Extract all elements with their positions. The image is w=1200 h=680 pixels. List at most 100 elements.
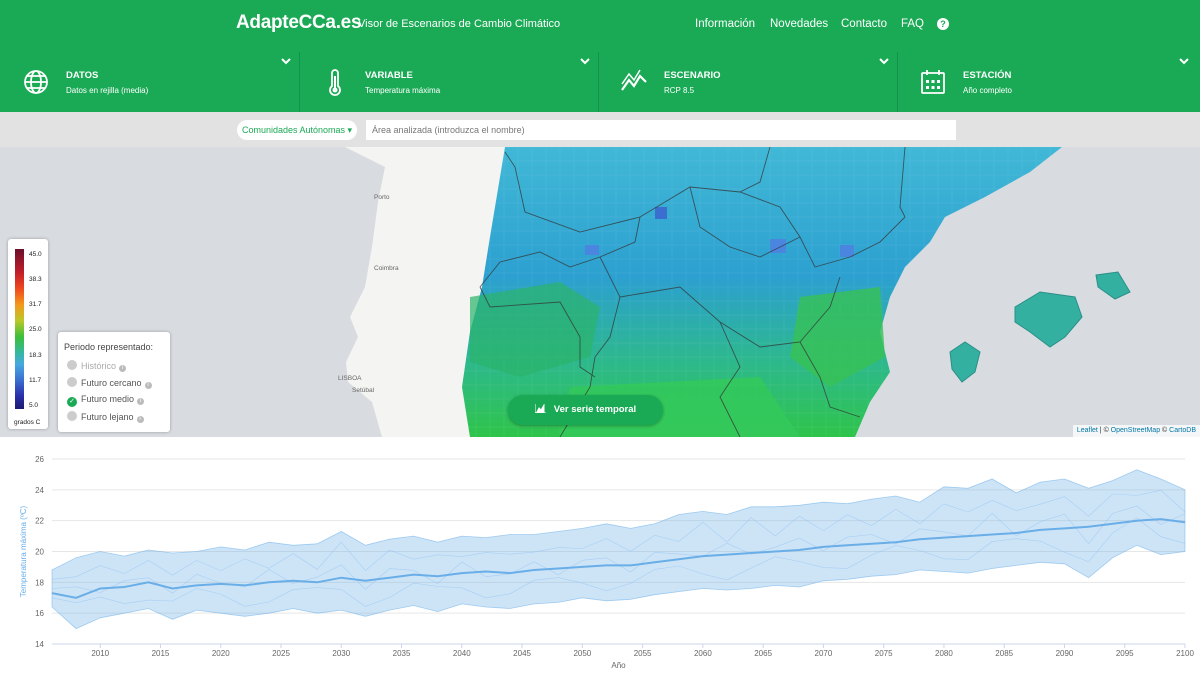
variable-label: VARIABLE [365,70,413,81]
info-icon[interactable]: i [136,416,144,423]
chevron-down-icon [879,58,889,65]
time-series-label: Ver serie temporal [553,404,637,415]
period-futuro-medio[interactable]: ✓ Futuro medio i [67,394,145,407]
attrib-sep: | © [1097,427,1111,434]
chevron-down-icon [1179,58,1189,65]
mallorca [1014,291,1083,348]
y-tick-label: 18 [35,578,44,587]
x-tick-label: 2030 [332,649,350,658]
escenario-label: ESCENARIO [664,70,721,81]
x-tick-label: 2015 [152,649,170,658]
x-tick-label: 2085 [995,649,1013,658]
y-tick-label: 26 [35,455,44,464]
period-title: Periodo representado: [64,342,154,352]
cartodb-link[interactable]: CartoDB [1169,427,1196,434]
legend-colorbar [15,249,24,409]
nav-informacion[interactable]: Información [695,18,756,30]
y-tick-label: 24 [35,486,44,495]
city-label: Porto [374,194,390,201]
ensemble-line [51,489,1186,580]
menorca [1095,271,1131,300]
ibiza [949,341,981,383]
datos-label: DATOS [66,70,99,81]
legend-unit: grados C [14,419,41,426]
time-series-chart: 14 16 18 20 22 24 26 2010 2015 2020 2025 2030 2035 20… [0,437,1200,675]
x-tick-label: 2070 [815,649,833,658]
area-search-input[interactable] [366,120,956,140]
legend-tick: 38.3 [29,276,42,283]
escenario-selector[interactable]: ESCENARIO RCP 8.5 [600,52,898,112]
portugal-landmass [345,147,520,437]
radio-icon [67,411,77,421]
ensemble-line [51,517,1186,607]
period-label: Histórico [81,361,117,371]
city-label: Setúbal [352,387,375,394]
city-label: Coimbra [374,265,399,272]
legend-tick: 11.7 [29,377,42,384]
osm-link[interactable]: OpenStreetMap [1110,427,1161,434]
nav-faq[interactable]: FAQ [901,18,925,30]
period-selector: Periodo representado: Histórico i Futuro … [58,332,170,432]
top-navbar: AdapteCCa.es Visor de Escenarios de Camb… [0,0,1200,50]
climate-map[interactable]: Porto Coimbra LISBOA Setúbal 45.0 38.3 3… [0,147,1200,437]
y-tick-label: 16 [35,609,44,618]
x-tick-label: 2025 [272,649,290,658]
period-label: Futuro lejano [81,412,134,422]
thermometer-icon [329,69,341,96]
variable-value: Temperatura máxima [365,86,441,95]
y-axis-title: Temperatura máxima (ºC) [19,505,28,597]
legend-tick: 25.0 [29,326,42,333]
x-tick-label: 2035 [393,649,411,658]
nav-contacto[interactable]: Contacto [841,18,888,30]
period-futuro-lejano[interactable]: Futuro lejano i [67,411,144,423]
radio-icon [67,377,77,387]
period-historico[interactable]: Histórico i [67,360,127,372]
city-label: LISBOA [338,375,362,382]
y-tick-label: 22 [35,517,44,526]
info-icon[interactable]: i [137,398,145,405]
nav-novedades[interactable]: Novedades [770,18,829,30]
chart-svg: 14 16 18 20 22 24 26 2010 2015 2020 2025 2030 2035 20… [19,455,1194,670]
period-label: Futuro cercano [81,378,142,388]
time-series-button[interactable]: Ver serie temporal [508,395,663,425]
x-tick-label: 2100 [1176,649,1194,658]
series-mean-line [51,518,1186,599]
x-tick-label: 2095 [1116,649,1134,658]
info-icon[interactable]: i [144,382,152,389]
brand-logo[interactable]: AdapteCCa.es [236,12,362,33]
calendar-icon [921,70,945,94]
x-tick-label: 2050 [573,649,591,658]
x-axis-title: Año [611,661,626,670]
estacion-value: Año completo [963,86,1012,95]
x-tick-label: 2060 [694,649,712,658]
period-futuro-cercano[interactable]: Futuro cercano i [67,377,152,389]
legend-tick: 18.3 [29,352,42,359]
attrib-sep: © [1160,427,1170,434]
info-icon[interactable]: i [119,365,127,372]
x-tick-label: 2080 [935,649,953,658]
estacion-label: ESTACIÓN [963,70,1012,81]
x-tick-label: 2040 [453,649,471,658]
estacion-selector[interactable]: ESTACIÓN Año completo [899,52,1197,112]
chevron-down-icon [580,58,590,65]
x-tick-label: 2010 [91,649,109,658]
y-tick-label: 14 [35,640,44,649]
variable-selector[interactable]: VARIABLE Temperatura máxima [301,52,599,112]
selector-row: DATOS Datos en rejilla (media) VARIABLE … [0,50,1200,112]
trend-line-icon [621,69,647,91]
legend-tick: 31.7 [29,301,42,308]
map-attribution: Leaflet | © OpenStreetMap © CartoDB [1072,425,1200,437]
period-label: Futuro medio [81,394,135,404]
legend-tick: 5.0 [29,402,39,409]
help-icon[interactable]: ? [937,18,949,30]
region-type-select[interactable]: Comunidades Autónomas ▾ [237,120,357,140]
chevron-down-icon [281,58,291,65]
x-tick-label: 2090 [1056,649,1074,658]
x-tick-label: 2065 [754,649,772,658]
leaflet-link[interactable]: Leaflet [1076,427,1098,434]
app-subtitle: Visor de Escenarios de Cambio Climático [358,18,561,30]
search-bar: Comunidades Autónomas ▾ [0,112,1200,147]
chart-icon [534,403,546,414]
datos-value: Datos en rejilla (media) [66,86,149,95]
datos-selector[interactable]: DATOS Datos en rejilla (media) [2,52,300,112]
